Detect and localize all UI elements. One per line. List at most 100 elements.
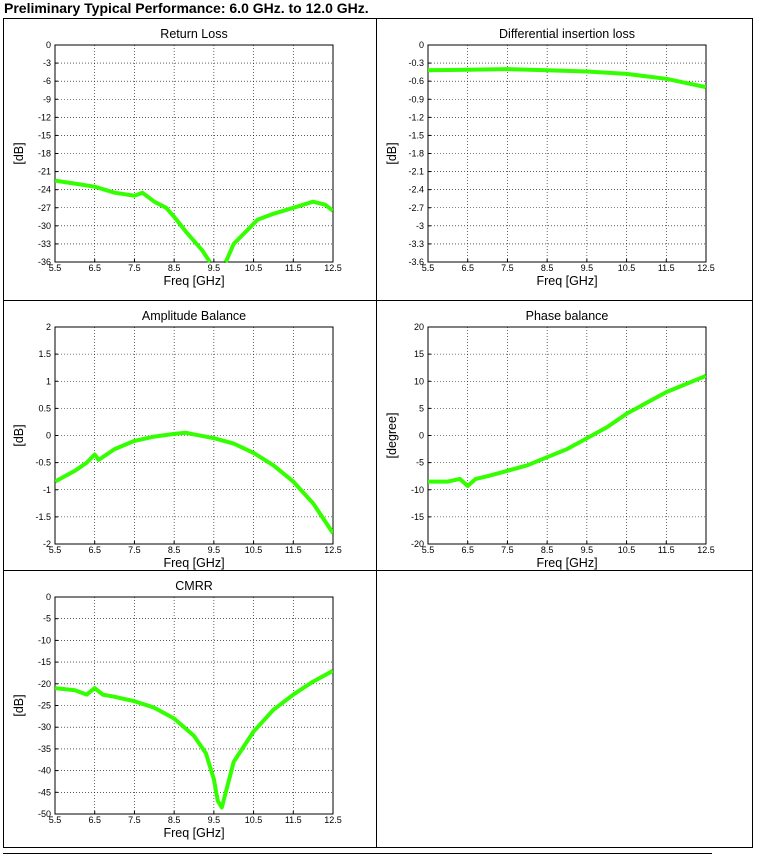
panel-border xyxy=(376,18,753,301)
y-tick-label: 1.5 xyxy=(38,349,51,359)
data-line xyxy=(55,669,333,810)
x-tick-label: 10.5 xyxy=(245,815,263,825)
x-tick-label: 10.5 xyxy=(618,545,636,555)
x-tick-label: 12.5 xyxy=(697,263,715,273)
panel-border xyxy=(376,570,753,848)
plot-frame xyxy=(54,326,334,545)
x-axis-label: Freq [GHz] xyxy=(163,826,224,840)
chart-title: Phase balance xyxy=(526,309,609,323)
y-tick-label: -15 xyxy=(38,130,51,140)
x-tick-label: 7.5 xyxy=(128,545,141,555)
y-tick-label: -6 xyxy=(43,76,51,86)
panel-border xyxy=(376,300,753,571)
y-tick-label: -2 xyxy=(43,539,51,549)
y-tick-label: 20 xyxy=(414,322,424,332)
x-tick-label: 8.5 xyxy=(541,263,554,273)
y-tick-label: -2.7 xyxy=(408,203,424,213)
x-tick-label: 12.5 xyxy=(324,263,342,273)
y-tick-label: -3.3 xyxy=(408,239,424,249)
plot-frame xyxy=(427,44,707,263)
y-tick-label: 0 xyxy=(419,40,424,50)
plot-frame xyxy=(54,596,334,815)
x-tick-label: 5.5 xyxy=(422,545,435,555)
y-tick-label: -1.8 xyxy=(408,149,424,159)
y-tick-label: -30 xyxy=(38,221,51,231)
x-tick-label: 7.5 xyxy=(501,263,514,273)
y-tick-label: -15 xyxy=(38,657,51,667)
x-tick-label: 8.5 xyxy=(168,545,181,555)
x-tick-label: 10.5 xyxy=(245,263,263,273)
x-axis-label: Freq [GHz] xyxy=(163,274,224,288)
y-tick-label: -15 xyxy=(411,512,424,522)
y-tick-label: -2.4 xyxy=(408,185,424,195)
y-tick-label: -50 xyxy=(38,809,51,819)
x-tick-label: 11.5 xyxy=(285,263,302,273)
x-tick-label: 9.5 xyxy=(208,815,221,825)
panel-border xyxy=(3,18,377,301)
y-tick-label: 10 xyxy=(414,376,424,386)
x-tick-label: 8.5 xyxy=(541,545,554,555)
plot-frame xyxy=(427,326,707,545)
chart-title: Differential insertion loss xyxy=(499,27,635,41)
x-axis-label: Freq [GHz] xyxy=(536,556,597,570)
y-tick-label: 0 xyxy=(419,431,424,441)
y-tick-label: -20 xyxy=(411,539,424,549)
y-tick-label: -35 xyxy=(38,744,51,754)
y-tick-label: -0.9 xyxy=(408,94,424,104)
y-tick-label: 0 xyxy=(46,592,51,602)
y-tick-label: -21 xyxy=(38,167,51,177)
y-tick-label: -0.6 xyxy=(408,76,424,86)
x-tick-label: 11.5 xyxy=(658,545,675,555)
x-axis-label: Freq [GHz] xyxy=(536,274,597,288)
y-tick-label: 15 xyxy=(414,349,424,359)
x-tick-label: 11.5 xyxy=(285,815,302,825)
x-tick-label: 12.5 xyxy=(324,815,342,825)
y-axis-label: [dB] xyxy=(385,142,399,164)
y-tick-label: 2 xyxy=(46,322,51,332)
y-tick-label: -36 xyxy=(38,257,51,267)
y-tick-label: -1.2 xyxy=(408,112,424,122)
y-tick-label: -5 xyxy=(43,614,51,624)
chart-title: CMRR xyxy=(175,579,213,593)
x-tick-label: 6.5 xyxy=(461,263,474,273)
x-tick-label: 8.5 xyxy=(168,815,181,825)
y-tick-label: -0.3 xyxy=(408,58,424,68)
y-tick-label: -10 xyxy=(38,635,51,645)
y-tick-label: -0.5 xyxy=(35,458,51,468)
x-tick-label: 9.5 xyxy=(208,545,221,555)
x-tick-label: 6.5 xyxy=(461,545,474,555)
chart-title: Return Loss xyxy=(160,27,227,41)
chart-title: Amplitude Balance xyxy=(142,309,246,323)
y-tick-label: 5 xyxy=(419,403,424,413)
y-tick-label: -45 xyxy=(38,787,51,797)
x-tick-label: 5.5 xyxy=(49,545,62,555)
x-axis-label: Freq [GHz] xyxy=(163,556,224,570)
data-line xyxy=(55,430,333,535)
data-line xyxy=(55,178,333,264)
y-tick-label: -24 xyxy=(38,185,51,195)
x-tick-label: 9.5 xyxy=(208,263,221,273)
y-tick-label: -25 xyxy=(38,701,51,711)
x-tick-label: 11.5 xyxy=(285,545,302,555)
data-line xyxy=(428,373,706,488)
x-tick-label: 12.5 xyxy=(697,545,715,555)
y-tick-label: 1 xyxy=(46,376,51,386)
x-tick-label: 12.5 xyxy=(324,545,342,555)
y-tick-label: -18 xyxy=(38,149,51,159)
y-tick-label: -40 xyxy=(38,766,51,776)
y-tick-label: 0 xyxy=(46,431,51,441)
x-tick-label: 10.5 xyxy=(245,545,263,555)
y-tick-label: -2.1 xyxy=(408,167,424,177)
y-tick-label: -20 xyxy=(38,679,51,689)
x-tick-label: 10.5 xyxy=(618,263,636,273)
y-tick-label: -9 xyxy=(43,94,51,104)
x-tick-label: 7.5 xyxy=(501,545,514,555)
panel-border xyxy=(3,570,377,848)
y-tick-label: -1.5 xyxy=(408,130,424,140)
y-tick-label: -1 xyxy=(43,485,51,495)
x-tick-label: 5.5 xyxy=(422,263,435,273)
y-tick-label: -30 xyxy=(38,722,51,732)
x-tick-label: 8.5 xyxy=(168,263,181,273)
y-tick-label: -33 xyxy=(38,239,51,249)
